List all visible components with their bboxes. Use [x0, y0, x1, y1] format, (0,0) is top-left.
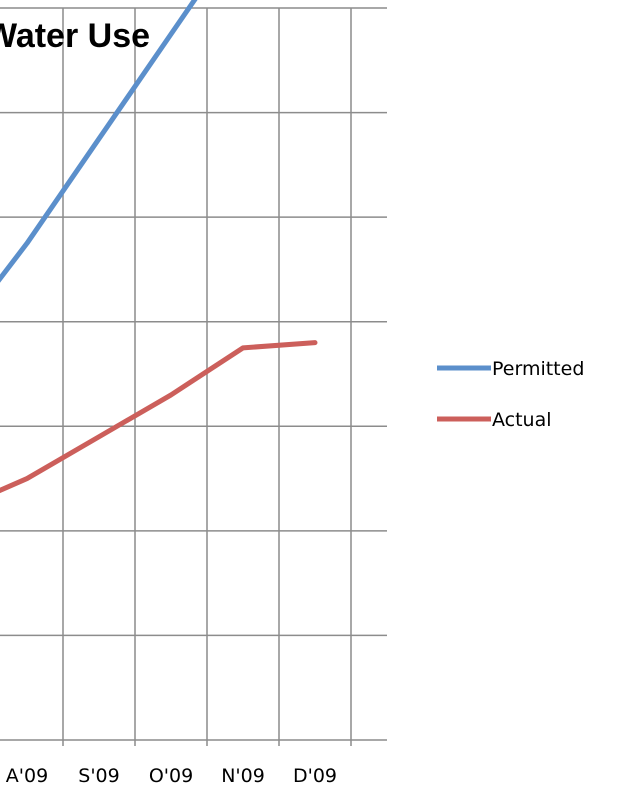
x-tick-label: O'09 — [149, 765, 193, 787]
x-tick-label: A'09 — [6, 765, 48, 787]
legend-label-actual: Actual — [492, 409, 552, 431]
legend: Permitted Actual — [437, 358, 584, 431]
x-tick-label: D'09 — [293, 765, 337, 787]
series-line-actual — [0, 340, 318, 494]
chart-title: Water Use — [0, 17, 150, 55]
series-layer — [0, 0, 318, 494]
gridlines — [0, 7, 387, 746]
x-tick-label: S'09 — [78, 765, 119, 787]
series-line-permitted — [0, 0, 198, 283]
legend-label-permitted: Permitted — [492, 358, 584, 380]
x-tick-labels: J'09A'09S'09O'09N'09D'09 — [6, 765, 337, 787]
x-tick-label: N'09 — [221, 765, 265, 787]
